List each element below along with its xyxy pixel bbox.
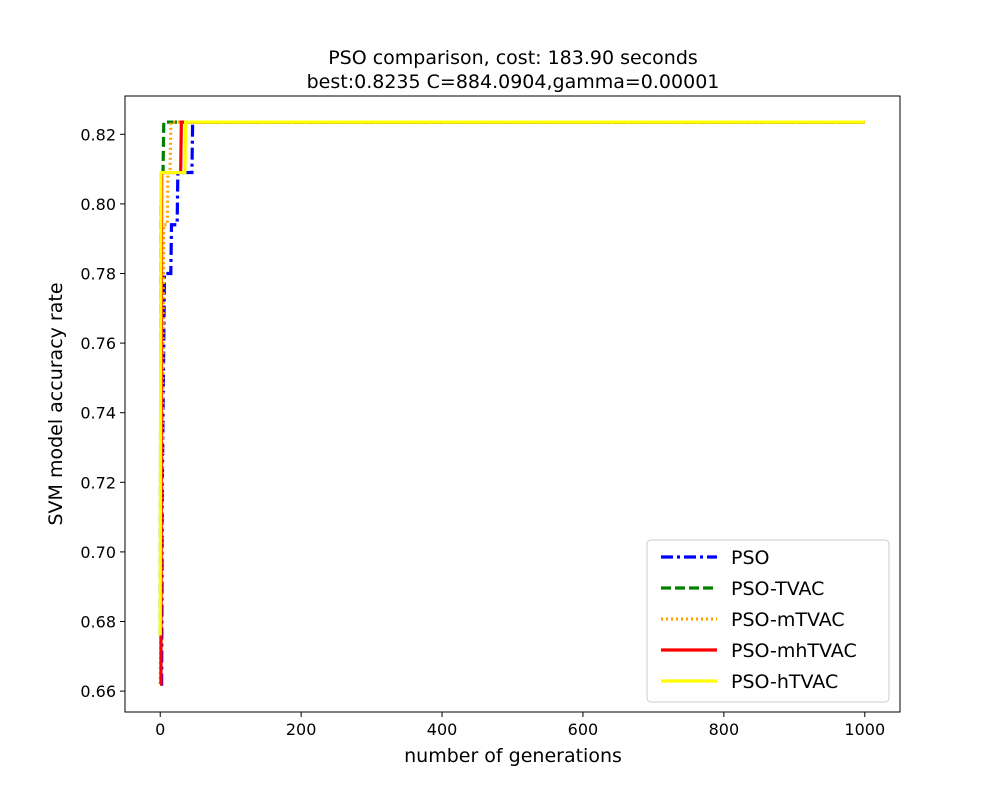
y-tick-label: 0.76: [80, 334, 116, 353]
x-axis-label: number of generations: [404, 745, 622, 767]
chart-title: PSO comparison, cost: 183.90 seconds: [328, 47, 698, 69]
plot-frame: [124, 95, 901, 713]
chart-subtitle: best:0.8235 C=884.0904,gamma=0.00001: [307, 71, 720, 93]
legend-label-pso-htvac: PSO-hTVAC: [731, 671, 838, 693]
x-axis: 0 200 400 600 800 1000: [155, 712, 885, 739]
y-tick-label: 0.82: [80, 125, 116, 144]
y-tick-label: 0.68: [80, 613, 116, 632]
y-tick-label: 0.78: [80, 264, 116, 283]
legend: PSO PSO-TVAC PSO-mTVAC PSO-mhTVAC PSO-hTVAC: [646, 539, 890, 703]
x-tick-label: 600: [568, 720, 599, 739]
x-tick-label: 0: [155, 720, 165, 739]
legend-label-pso-mhtvac: PSO-mhTVAC: [731, 640, 857, 662]
y-axis-label: SVM model accuracy rate: [45, 282, 67, 525]
x-tick-label: 1000: [844, 720, 885, 739]
y-tick-label: 0.80: [80, 195, 116, 214]
y-tick-label: 0.66: [80, 682, 116, 701]
y-axis: 0.66 0.68 0.70 0.72 0.74 0.76 0.78 0.80 0.82: [80, 125, 125, 701]
y-tick-label: 0.74: [80, 404, 116, 423]
legend-label-pso: PSO: [731, 547, 769, 569]
legend-label-pso-tvac: PSO-TVAC: [731, 578, 824, 600]
legend-label-pso-mtvac: PSO-mTVAC: [731, 609, 845, 631]
plot-lines: [158, 120, 865, 686]
y-tick-label: 0.70: [80, 543, 116, 562]
x-tick-label: 800: [709, 720, 740, 739]
series-line-pso-htvac: [158, 120, 865, 636]
x-tick-label: 200: [286, 720, 317, 739]
x-tick-label: 400: [427, 720, 458, 739]
y-tick-label: 0.72: [80, 473, 116, 492]
legend-frame: [646, 539, 890, 703]
